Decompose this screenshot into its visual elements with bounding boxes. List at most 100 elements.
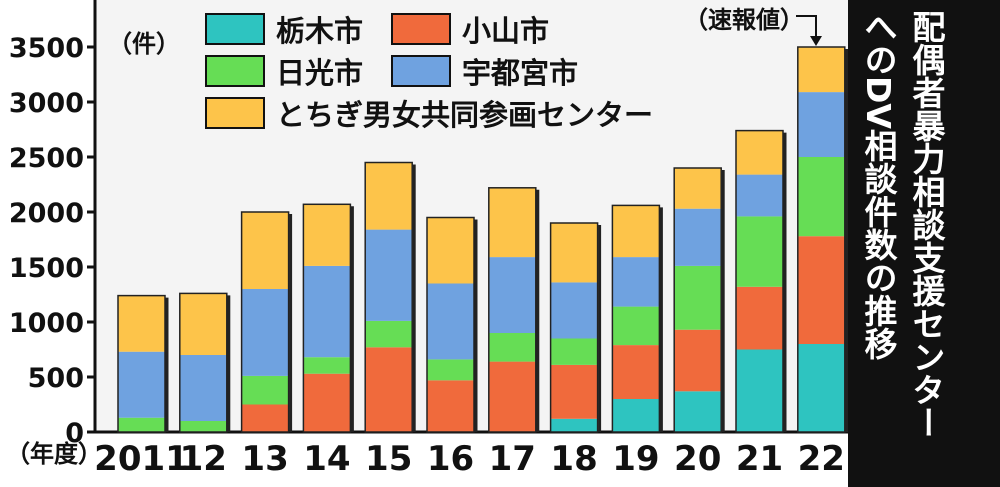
bar-segment — [736, 216, 783, 287]
bar-segment — [179, 293, 227, 355]
bar-segment — [241, 375, 289, 405]
bar-outline — [673, 167, 722, 433]
bar-segment — [612, 205, 660, 258]
bar-outline — [364, 161, 413, 433]
bar-outline — [797, 46, 846, 433]
bar-segment — [118, 351, 165, 418]
x-tick-label: 2011 — [94, 439, 189, 479]
preliminary-annotation: （速報値） — [684, 6, 804, 34]
legend-swatch — [205, 97, 265, 129]
bar-segment — [365, 229, 413, 321]
bar-segment — [241, 404, 289, 432]
bar-stack — [673, 167, 725, 433]
bar-outline — [426, 216, 475, 433]
bar-segment — [179, 421, 227, 432]
bar-segment — [179, 355, 227, 421]
bar-segment — [118, 295, 165, 352]
title-panel — [848, 0, 1000, 487]
bar-stack — [179, 292, 231, 433]
bar-segment — [488, 333, 536, 362]
chart-title-line-2: へのDV相談件数の推移 — [859, 10, 898, 360]
x-tick-label: 17 — [489, 439, 536, 479]
bar-stack — [488, 187, 540, 433]
x-tick-label: 18 — [550, 439, 597, 479]
bar-outline — [302, 203, 352, 433]
bar-segment — [241, 289, 289, 376]
bar-segment — [736, 349, 783, 432]
legend-item: とちぎ男女共同参画センター — [205, 97, 653, 132]
bar-segment — [797, 344, 845, 432]
bar-segment — [612, 306, 660, 346]
bar-outline — [117, 294, 166, 433]
bar-segment — [427, 283, 474, 360]
bar-stack — [240, 211, 293, 433]
legend-label: 小山市 — [462, 14, 549, 48]
bar-outline — [549, 222, 599, 433]
x-tick-label: 21 — [736, 439, 783, 479]
y-tick-label: 1500 — [9, 253, 84, 284]
legend-item: 日光市 — [205, 55, 363, 90]
y-tick-label: 1000 — [9, 308, 84, 339]
bar-segment — [612, 257, 660, 307]
bar-outline — [735, 129, 784, 433]
bar-segment — [118, 417, 165, 432]
x-tick-label: 15 — [365, 439, 412, 479]
bar-stack — [364, 161, 416, 433]
x-tick-label: 19 — [612, 439, 659, 479]
bar-outline — [488, 187, 537, 433]
bar-segment — [241, 212, 289, 289]
bar-segment — [550, 338, 598, 365]
y-tick-label: 3000 — [9, 88, 84, 119]
bar-stack — [735, 129, 787, 433]
bar-segment — [736, 130, 783, 175]
y-axis-unit-label: （件） — [108, 30, 180, 58]
bar-segment — [303, 373, 351, 432]
y-tick-label: 3500 — [9, 33, 84, 64]
bar-segment — [674, 208, 722, 266]
legend-swatch — [391, 13, 451, 45]
bar-stack — [797, 46, 848, 433]
chart-title-line-1: 配偶者暴力相談支援センター — [907, 10, 946, 439]
bar-segment — [797, 236, 845, 344]
bar-outline — [611, 204, 661, 433]
y-tick-label: 500 — [28, 363, 84, 394]
bar-segment — [550, 418, 598, 432]
y-axis-ticks: 0 500 1000 1500 2000 2500 3000 3500 — [9, 33, 95, 449]
legend-label: 宇都宮市 — [462, 56, 578, 90]
x-tick-label: 16 — [427, 439, 474, 479]
bar-segment — [488, 257, 536, 333]
bar-outline — [240, 211, 290, 433]
y-tick-label: 2000 — [9, 198, 84, 229]
bar-segment — [303, 204, 351, 266]
bar-stack — [611, 204, 663, 433]
legend-item: 小山市 — [391, 13, 549, 48]
bar-segment — [427, 217, 474, 284]
bar-segment — [736, 286, 783, 350]
bar-segment — [797, 47, 845, 93]
legend-label: とちぎ男女共同参画センター — [276, 98, 653, 132]
bar-segment — [427, 380, 474, 432]
bar-segment — [303, 357, 351, 374]
bar-segment — [365, 162, 413, 230]
bar-segment — [427, 359, 474, 381]
bar-segment — [488, 361, 536, 432]
bar-segment — [797, 92, 845, 157]
bar-segment — [674, 391, 722, 432]
bar-stack — [549, 222, 602, 433]
bar-segment — [550, 282, 598, 339]
bar-segment — [612, 399, 660, 432]
y-tick-label: 0 — [65, 418, 84, 449]
x-tick-label: 22 — [798, 439, 845, 479]
legend-item: 栃木市 — [205, 13, 363, 48]
bars — [117, 46, 848, 433]
legend-label: 栃木市 — [276, 14, 363, 48]
bar-segment — [674, 329, 722, 392]
bar-stack — [117, 294, 169, 433]
legend-swatch — [205, 55, 265, 87]
x-axis-unit-label: （年度） — [6, 440, 102, 468]
x-tick-label: 13 — [241, 439, 288, 479]
legend-item: 宇都宮市 — [391, 55, 578, 90]
x-tick-label: 14 — [303, 439, 350, 479]
